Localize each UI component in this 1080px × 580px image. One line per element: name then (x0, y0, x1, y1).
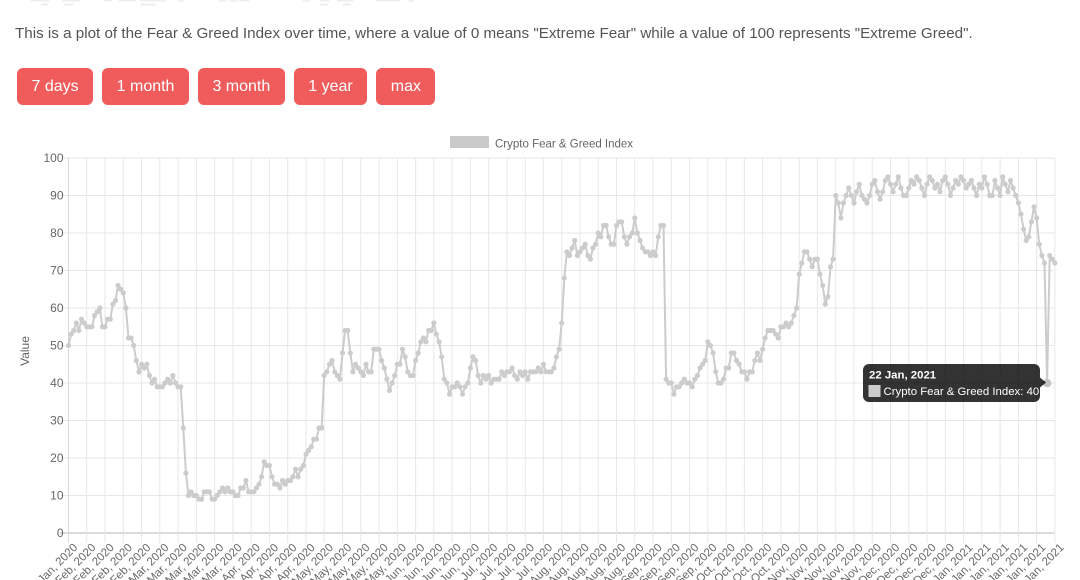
svg-text:50: 50 (50, 339, 64, 353)
svg-text:30: 30 (50, 414, 64, 428)
svg-text:60: 60 (50, 301, 64, 315)
svg-text:Value: Value (18, 336, 32, 366)
svg-text:20: 20 (50, 451, 64, 465)
svg-text:22 Jan, 2021: 22 Jan, 2021 (869, 370, 937, 382)
svg-text:Crypto Fear & Greed Index: 40: Crypto Fear & Greed Index: 40 (884, 386, 1040, 398)
svg-text:Crypto Fear & Greed Index: Crypto Fear & Greed Index (495, 139, 633, 151)
svg-text:0: 0 (57, 526, 64, 540)
svg-text:40: 40 (50, 376, 64, 390)
svg-text:100: 100 (43, 151, 63, 165)
svg-text:80: 80 (50, 226, 64, 240)
svg-text:10: 10 (50, 489, 64, 503)
svg-text:90: 90 (50, 189, 64, 203)
svg-text:70: 70 (50, 264, 64, 278)
